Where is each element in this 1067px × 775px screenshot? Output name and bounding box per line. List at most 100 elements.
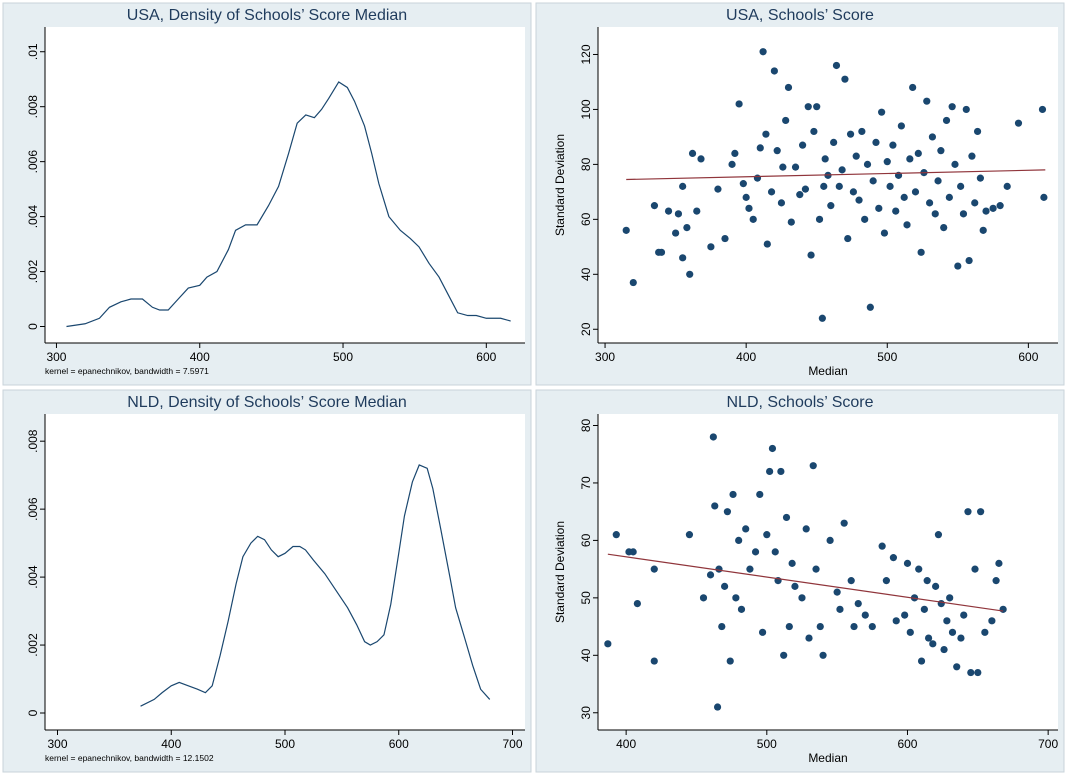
point: [784, 83, 793, 92]
point: [900, 193, 908, 201]
x-tick-label: 500: [275, 737, 295, 751]
point: [906, 155, 914, 163]
point: [771, 548, 779, 556]
point: [728, 160, 736, 168]
y-tick-label: 40: [579, 648, 593, 662]
point: [951, 160, 959, 168]
point: [685, 531, 694, 539]
point: [861, 215, 869, 223]
point: [723, 508, 732, 516]
point: [813, 103, 821, 111]
point: [819, 651, 827, 659]
x-tick-label: 300: [595, 350, 615, 364]
y-tick-label: 50: [579, 591, 593, 605]
point: [996, 202, 1004, 210]
point: [762, 130, 770, 138]
point: [629, 548, 637, 556]
point: [981, 628, 989, 636]
point: [726, 657, 734, 665]
point: [915, 565, 923, 573]
point: [650, 565, 658, 573]
point: [718, 622, 726, 631]
point: [657, 248, 666, 256]
y-tick-label: .004: [26, 205, 40, 229]
point: [924, 634, 933, 642]
point: [809, 462, 817, 470]
point: [746, 565, 754, 573]
point: [799, 141, 807, 149]
point: [948, 628, 957, 636]
x-tick-label: 500: [877, 350, 897, 364]
point: [753, 174, 762, 182]
point: [731, 149, 739, 157]
y-tick-label: 60: [579, 212, 593, 226]
point: [937, 600, 945, 608]
point: [940, 223, 948, 232]
point: [937, 147, 945, 155]
point: [707, 243, 715, 251]
point: [880, 229, 889, 237]
point: [816, 622, 824, 631]
point: [782, 513, 791, 522]
point: [869, 177, 877, 185]
point: [709, 433, 717, 441]
point: [622, 226, 630, 234]
point: [693, 207, 701, 215]
point: [929, 640, 937, 648]
point: [820, 182, 828, 190]
point: [838, 166, 846, 174]
point: [906, 628, 914, 636]
x-tick-label: 400: [616, 737, 636, 751]
point: [802, 525, 810, 533]
point: [959, 210, 968, 218]
point: [992, 577, 1000, 585]
point: [989, 204, 997, 212]
point: [974, 668, 982, 677]
point: [650, 202, 659, 210]
point: [777, 199, 786, 207]
point: [836, 605, 844, 613]
point: [917, 248, 925, 256]
point: [878, 542, 886, 550]
x-tick-label: 500: [333, 350, 353, 364]
point: [791, 163, 800, 171]
point: [1003, 182, 1011, 190]
point: [833, 588, 841, 596]
y-tick-label: .006: [26, 497, 40, 521]
point: [751, 548, 760, 556]
point: [954, 262, 962, 270]
point: [846, 130, 855, 138]
point: [892, 617, 900, 625]
note: kernel = epanechnikov, bandwidth = 7.597…: [45, 366, 209, 376]
point: [854, 600, 862, 608]
point: [868, 622, 876, 631]
point: [875, 204, 883, 212]
point: [604, 640, 612, 648]
point: [782, 116, 790, 125]
density-line: [140, 464, 491, 707]
point: [940, 645, 948, 654]
point: [788, 559, 796, 567]
chart-panel: NLD, Schools’ Score 30 40 50 60 70 80 400 500 600…: [535, 389, 1065, 773]
point: [928, 133, 937, 141]
density-line: [66, 81, 511, 328]
point: [650, 657, 658, 665]
point: [715, 565, 723, 573]
point: [999, 605, 1007, 613]
point: [721, 234, 729, 243]
x-axis-title: Median: [808, 364, 847, 378]
point: [763, 531, 771, 539]
point: [840, 519, 848, 527]
point: [878, 108, 886, 116]
point: [844, 234, 852, 243]
point: [882, 577, 890, 585]
point: [942, 116, 951, 125]
point: [756, 490, 764, 499]
point: [932, 582, 940, 590]
point: [925, 199, 934, 207]
point: [686, 270, 694, 278]
point: [931, 210, 939, 218]
x-axis-title: Median: [808, 751, 847, 765]
point: [612, 531, 620, 539]
